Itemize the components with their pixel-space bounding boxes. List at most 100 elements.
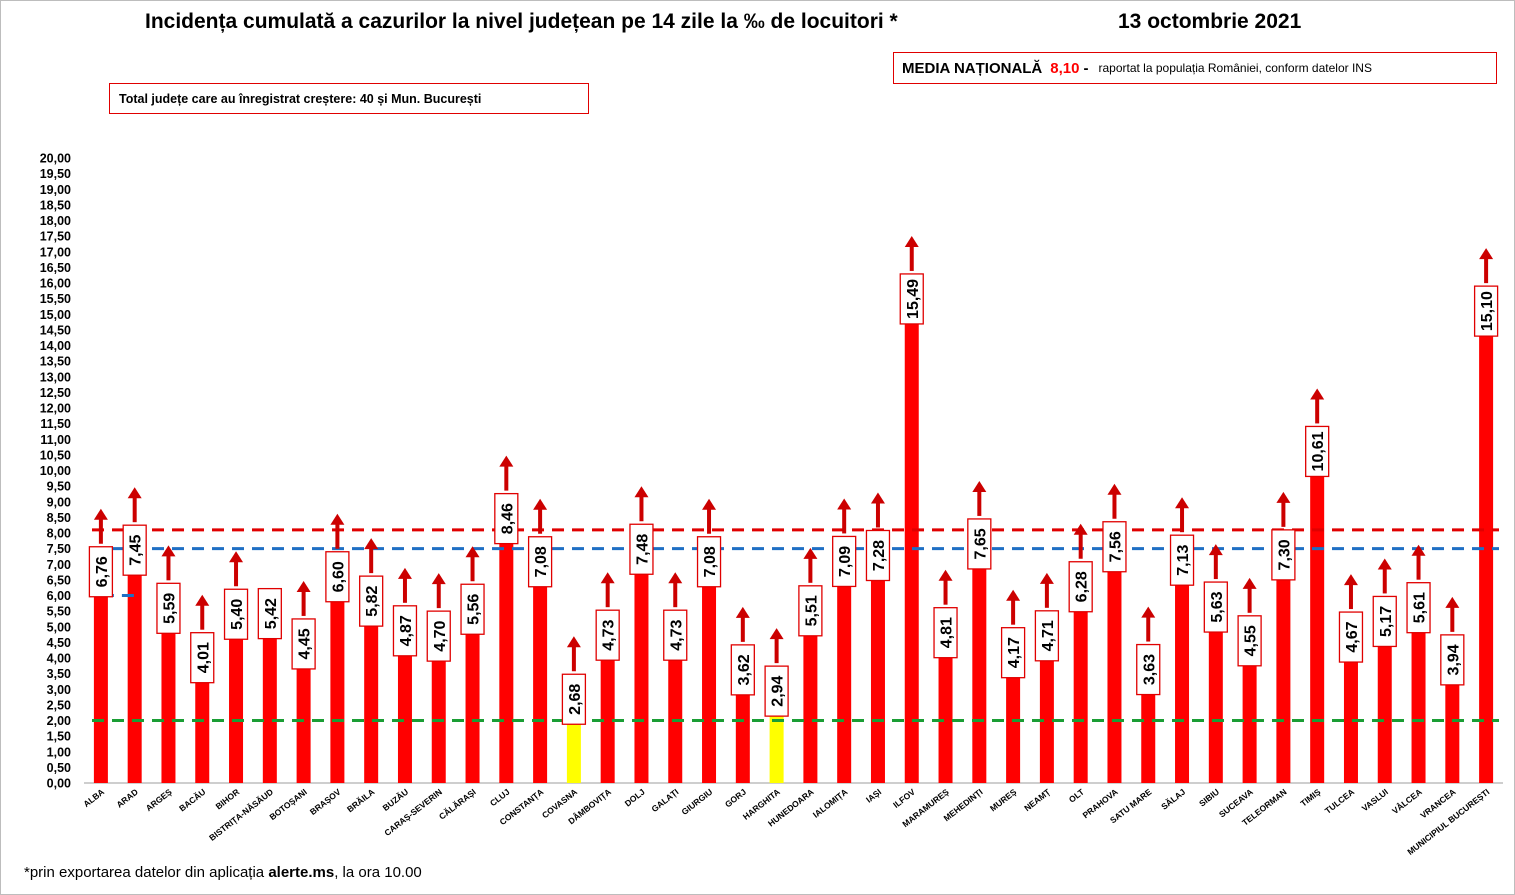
value-label-box [595,609,620,661]
value-label-box [223,588,249,640]
y-tick-label: 5,50 [47,605,71,619]
value-label-box [730,644,755,696]
y-tick-label: 5,00 [47,620,71,634]
x-tick-label: BRĂILA [345,787,376,815]
y-tick-label: 15,00 [40,308,71,322]
value-label: 7,65 [972,528,989,559]
increase-arrow-head [1039,572,1054,584]
value-label-box [663,609,688,661]
bar-buzău [397,630,412,783]
bar-botoșani [296,643,311,783]
value-label-box [629,523,654,575]
increase-arrow-head [1107,483,1122,495]
y-tick-label: 13,00 [40,370,71,384]
increase-arrow-head [1006,589,1021,601]
value-label-box [88,546,114,598]
increase-arrow-head [1411,544,1426,556]
value-label-box [1169,534,1195,586]
value-label: 5,61 [1412,592,1429,623]
footnote-prefix: *prin exportarea datelor din aplicația [24,864,265,881]
bar-dolj [634,549,649,783]
increase-arrow-head [702,498,717,510]
increase-arrow-head [837,498,852,510]
value-label-box [426,610,451,662]
increase-arrow-head [1276,491,1291,503]
bar-mehedinți [972,543,987,783]
increase-arrow-head [735,606,750,618]
y-tick-label: 2,00 [47,714,71,728]
value-label: 4,81 [939,617,956,648]
bar-giurgiu [702,561,717,783]
increase-arrow-head [870,492,885,504]
value-label-box [967,518,992,570]
y-tick-label: 7,50 [47,542,71,556]
increase-arrow-head [1377,558,1392,570]
value-label: 7,08 [533,546,550,577]
footnote-app: alerte.ms [268,864,335,881]
bar-tulcea [1343,637,1358,783]
increase-arrow-head [127,487,142,499]
y-tick-label: 19,00 [40,183,71,197]
increase-arrow-head [1208,544,1223,556]
increase-arrow-head [600,572,615,584]
value-label-box [1136,643,1161,696]
x-tick-label: IAȘI [864,787,883,805]
chart-date: 13 octombrie 2021 [1118,10,1302,33]
value-label-box [392,605,418,657]
value-label: 4,55 [1243,625,1260,656]
national-average-note: raportat la populația României, conform … [1098,61,1372,75]
x-tick-label: BACĂU [177,787,207,814]
y-tick-label: 10,50 [40,448,71,462]
y-tick-label: 7,00 [47,558,71,572]
value-label-box [122,524,147,576]
bar-călărași [465,609,480,783]
bar-maramureș [938,632,953,783]
value-label-box [1473,285,1499,337]
bar-ilfov [904,298,919,783]
x-tick-label: IALOMIȚA [811,787,850,820]
y-tick-label: 18,50 [40,198,71,212]
increase-arrow-head [938,569,953,581]
bar-suceava [1242,640,1257,783]
bar-arad [127,550,142,783]
bar-caraș-severin [431,636,446,783]
value-label: 4,17 [1006,637,1023,668]
bar-argeș [161,608,176,783]
value-label-box [359,575,384,627]
value-label: 4,73 [601,620,618,651]
y-tick-label: 9,50 [47,480,71,494]
value-label: 4,87 [398,615,415,646]
y-tick-label: 9,00 [47,495,71,509]
value-label: 8,46 [499,503,516,534]
value-label-box [764,665,789,717]
value-label: 7,08 [702,546,719,577]
value-label: 3,62 [736,654,753,685]
value-label-box [156,582,181,634]
increase-arrow-head [668,572,683,584]
x-tick-label: ARGEȘ [144,786,174,813]
value-label: 3,63 [1141,654,1158,685]
value-label-box [460,583,485,635]
y-tick-label: 19,50 [40,167,71,181]
bar-brăila [364,601,379,783]
value-label: 5,17 [1378,606,1395,637]
y-tick-label: 2,50 [47,698,71,712]
bar-cluj [499,518,514,783]
x-tick-label: SĂLAJ [1159,787,1187,812]
y-tick-label: 18,00 [40,214,71,228]
value-label-box [494,492,519,545]
increase-arrow-head [1343,574,1358,586]
y-tick-label: 0,50 [47,761,71,775]
value-label-box [291,618,316,670]
value-label: 5,42 [263,598,280,629]
national-average-value: 8,10 [1050,59,1080,77]
increase-arrow-head [803,547,818,559]
increase-arrow-head [1445,596,1460,608]
value-label: 5,51 [803,595,820,626]
value-label-box [1034,610,1060,662]
value-label-box [1338,611,1364,663]
x-tick-label: NEAMȚ [1022,786,1053,813]
y-tick-label: 15,50 [40,292,71,306]
value-label-box [527,536,553,588]
increase-arrow-head [1479,248,1494,260]
